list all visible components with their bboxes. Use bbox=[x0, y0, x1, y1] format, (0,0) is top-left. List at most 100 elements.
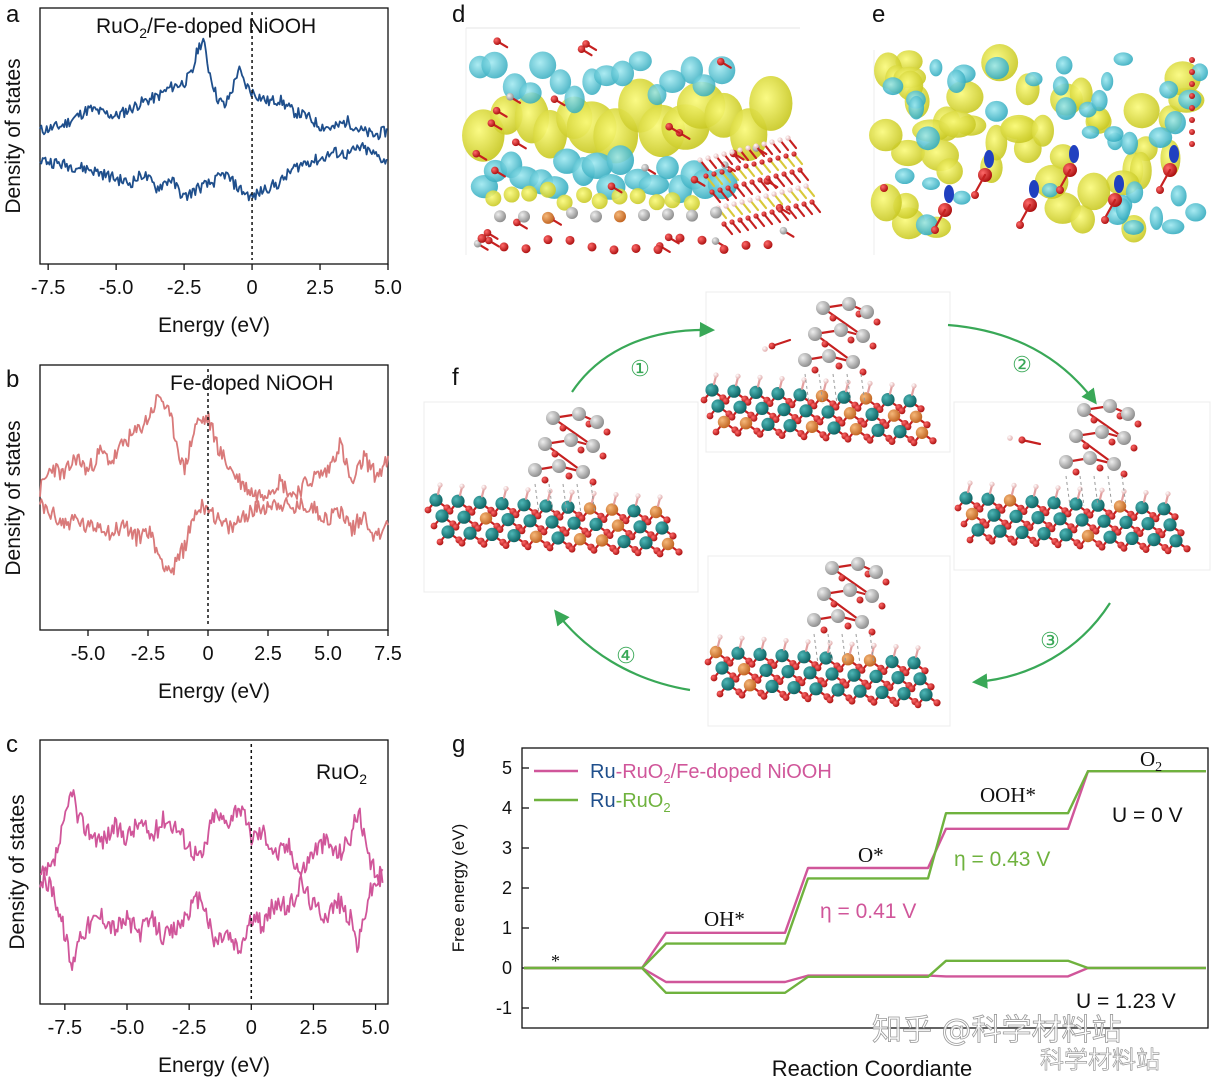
nickel-atom bbox=[755, 401, 769, 415]
oxygen-atom bbox=[512, 511, 520, 519]
y-axis-label-b: Density of states bbox=[2, 420, 25, 575]
atom bbox=[735, 165, 741, 171]
ruthenium-atom bbox=[798, 353, 812, 367]
atom bbox=[765, 175, 771, 181]
atom-structure-d bbox=[462, 37, 822, 255]
oxygen-atom bbox=[873, 318, 881, 326]
oxygen-atom bbox=[821, 340, 829, 348]
oxygen-atom bbox=[982, 521, 990, 529]
iso-surface-positive bbox=[1070, 205, 1095, 234]
cycle-structure-top bbox=[700, 291, 951, 453]
hydrogen-bond bbox=[1065, 475, 1071, 507]
iso-surface-negative bbox=[1055, 56, 1073, 75]
ruthenium-atom bbox=[564, 433, 578, 447]
nickel-atom bbox=[639, 536, 653, 550]
oxygen-atom bbox=[1054, 541, 1062, 549]
oxygen-atom bbox=[726, 659, 734, 667]
atom bbox=[711, 171, 717, 177]
oxygen-atom bbox=[882, 578, 890, 586]
nickel-atom bbox=[799, 404, 813, 418]
cycle-arrow-1 bbox=[571, 321, 716, 393]
iso-surface-negative bbox=[908, 95, 925, 120]
plot-frame-c bbox=[39, 739, 389, 1005]
oxygen-atom bbox=[1108, 438, 1116, 446]
bond bbox=[933, 208, 947, 230]
nickel-atom bbox=[1135, 501, 1149, 515]
iso-surface-negative bbox=[659, 69, 686, 93]
iso-surface-negative bbox=[952, 190, 971, 205]
atom bbox=[797, 167, 803, 173]
oxygen-atom bbox=[1134, 420, 1142, 428]
iso-surface-negative bbox=[549, 69, 572, 95]
nickel-atom bbox=[463, 526, 477, 540]
oxygen-atom bbox=[1032, 540, 1040, 547]
energy-line-ru-fe-u123 bbox=[524, 966, 1206, 984]
oxygen-atom bbox=[1130, 444, 1138, 452]
atom bbox=[785, 205, 791, 211]
nickel-atom bbox=[1069, 497, 1083, 511]
ruthenium-atom bbox=[856, 329, 870, 343]
hydrogen-atom bbox=[1055, 485, 1061, 491]
iso-surface-positive bbox=[539, 181, 556, 198]
iso-surface-negative bbox=[581, 152, 613, 179]
atom bbox=[769, 139, 775, 145]
oxygen-atom bbox=[1042, 509, 1050, 517]
oxygen-atom bbox=[954, 504, 962, 512]
iso-surface-negative bbox=[922, 177, 940, 191]
x-axis-label-a: Energy (eV) bbox=[158, 314, 270, 337]
cycle-step-4: ④ bbox=[616, 643, 636, 668]
hydrogen-atom bbox=[635, 493, 641, 499]
iso-surface-negative bbox=[1101, 71, 1114, 91]
nickel-atom bbox=[775, 649, 789, 663]
iso-surface-positive bbox=[556, 194, 573, 211]
atom bbox=[777, 137, 783, 143]
oxygen-atom bbox=[1189, 69, 1195, 75]
atom bbox=[511, 138, 520, 147]
oxygen-atom bbox=[1096, 464, 1104, 472]
iso-surface-negative bbox=[1178, 89, 1202, 110]
oxygen-atom bbox=[838, 574, 846, 582]
cycle-structure-bottom bbox=[704, 555, 951, 727]
iron-atom bbox=[849, 423, 863, 436]
oxygen-atom bbox=[568, 545, 576, 553]
nickel-atom bbox=[871, 423, 885, 437]
dos-line-b-up bbox=[39, 394, 389, 503]
nickel-atom bbox=[793, 388, 807, 402]
oxygen-atom bbox=[1158, 531, 1166, 539]
oxygen-atom bbox=[719, 244, 729, 254]
hydrogen-bond bbox=[534, 483, 540, 515]
oxygen-atom bbox=[543, 235, 553, 245]
oxygen-atom bbox=[766, 400, 774, 407]
nickel-atom bbox=[711, 399, 725, 413]
iron-atom bbox=[915, 426, 929, 439]
atom bbox=[487, 119, 496, 128]
atom bbox=[777, 207, 783, 213]
iso-surface-positive bbox=[1000, 114, 1038, 144]
atom bbox=[590, 210, 602, 223]
ruthenium-atom bbox=[1121, 407, 1135, 421]
iso-surface-positive bbox=[749, 75, 793, 131]
nickel-atom bbox=[993, 524, 1007, 538]
iron-atom bbox=[909, 410, 923, 423]
oxygen-atom bbox=[518, 527, 526, 535]
oxygen-atom bbox=[1010, 539, 1018, 546]
oxygen-atom bbox=[669, 532, 677, 540]
oxygen-atom bbox=[750, 415, 758, 422]
oxygen-atom bbox=[499, 242, 509, 252]
hydrogen-atom bbox=[967, 480, 973, 486]
oxygen-atom bbox=[1092, 527, 1100, 535]
bond bbox=[1074, 434, 1116, 466]
x-axis-label-c: Energy (eV) bbox=[158, 1054, 270, 1077]
oxygen-atom bbox=[998, 507, 1006, 514]
atom bbox=[492, 106, 501, 115]
hydrogen-atom bbox=[871, 642, 877, 649]
atom bbox=[550, 95, 559, 103]
atom bbox=[761, 141, 767, 147]
oxygen-atom bbox=[966, 536, 974, 544]
nickel-atom bbox=[1053, 512, 1067, 526]
hydrogen-atom bbox=[779, 376, 785, 382]
oxygen-atom bbox=[1120, 470, 1128, 478]
oxygen-atom bbox=[768, 342, 776, 350]
atom bbox=[733, 183, 739, 189]
oxygen-atom bbox=[927, 683, 935, 691]
